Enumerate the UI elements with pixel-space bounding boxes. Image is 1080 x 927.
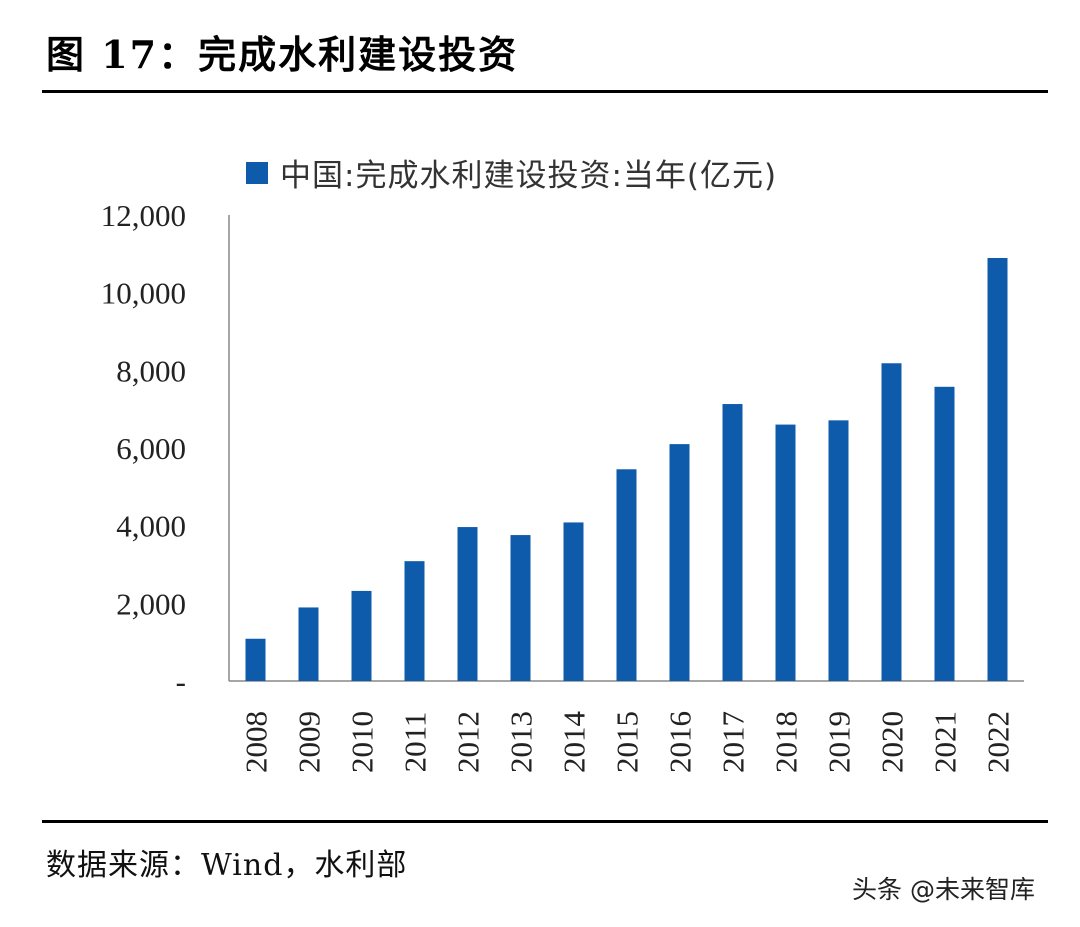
bar-2014 (563, 522, 584, 681)
legend-label: 中国:完成水利建设投资:当年(亿元) (280, 158, 778, 194)
y-tick-label: 10,000 (101, 276, 186, 311)
x-tick-label: 2010 (345, 711, 380, 773)
x-tick-label: 2009 (292, 711, 327, 773)
bar-2009 (298, 607, 319, 681)
bar-2020 (881, 363, 902, 681)
x-tick-label: 2014 (557, 711, 592, 774)
bar-2016 (669, 444, 690, 681)
bar-chart: - 2,000 4,000 6,000 8,000 10,000 12,000 2008 200… (101, 198, 1024, 774)
bar-2022 (987, 257, 1008, 681)
bar-2021 (934, 386, 955, 681)
x-tick-label: 2016 (663, 711, 698, 773)
x-tick-label: 2021 (928, 711, 963, 773)
x-tick-label: 2017 (716, 711, 751, 773)
bar-2019 (828, 420, 849, 681)
y-tick-label: 6,000 (116, 431, 186, 466)
bar-2010 (351, 590, 372, 681)
source-note: 数据来源：Wind，水利部 (46, 848, 408, 883)
y-tick-label: 12,000 (101, 198, 186, 233)
x-tick-label: 2018 (769, 711, 804, 773)
x-tick-label: 2019 (822, 711, 857, 773)
bar-2013 (510, 535, 531, 681)
y-tick-label: 8,000 (116, 353, 186, 388)
legend-swatch (246, 161, 268, 184)
y-tick-label: 4,000 (116, 509, 186, 544)
x-tick-label: 2012 (451, 711, 486, 773)
watermark-text: 头条 @未来智库 (852, 875, 1035, 904)
bar-2018 (775, 424, 796, 681)
x-tick-label: 2015 (610, 711, 645, 773)
bar-2017 (722, 404, 743, 681)
top-rule (42, 90, 1048, 93)
x-tick-label: 2022 (981, 711, 1016, 773)
bar-2011 (404, 561, 425, 681)
figure-title: 图 17：完成水利建设投资 (46, 32, 519, 77)
x-tick-label: 2008 (239, 711, 274, 773)
bar-2012 (457, 527, 478, 681)
x-tick-label: 2020 (875, 711, 910, 773)
bar-2015 (616, 469, 637, 681)
chart-legend: 中国:完成水利建设投资:当年(亿元) (246, 150, 777, 195)
x-tick-label: 2013 (504, 711, 539, 773)
bottom-rule (42, 820, 1048, 823)
y-tick-label: - (176, 664, 186, 699)
x-tick-label: 2011 (398, 712, 433, 773)
y-tick-label: 2,000 (116, 586, 186, 621)
bar-2008 (245, 638, 266, 681)
